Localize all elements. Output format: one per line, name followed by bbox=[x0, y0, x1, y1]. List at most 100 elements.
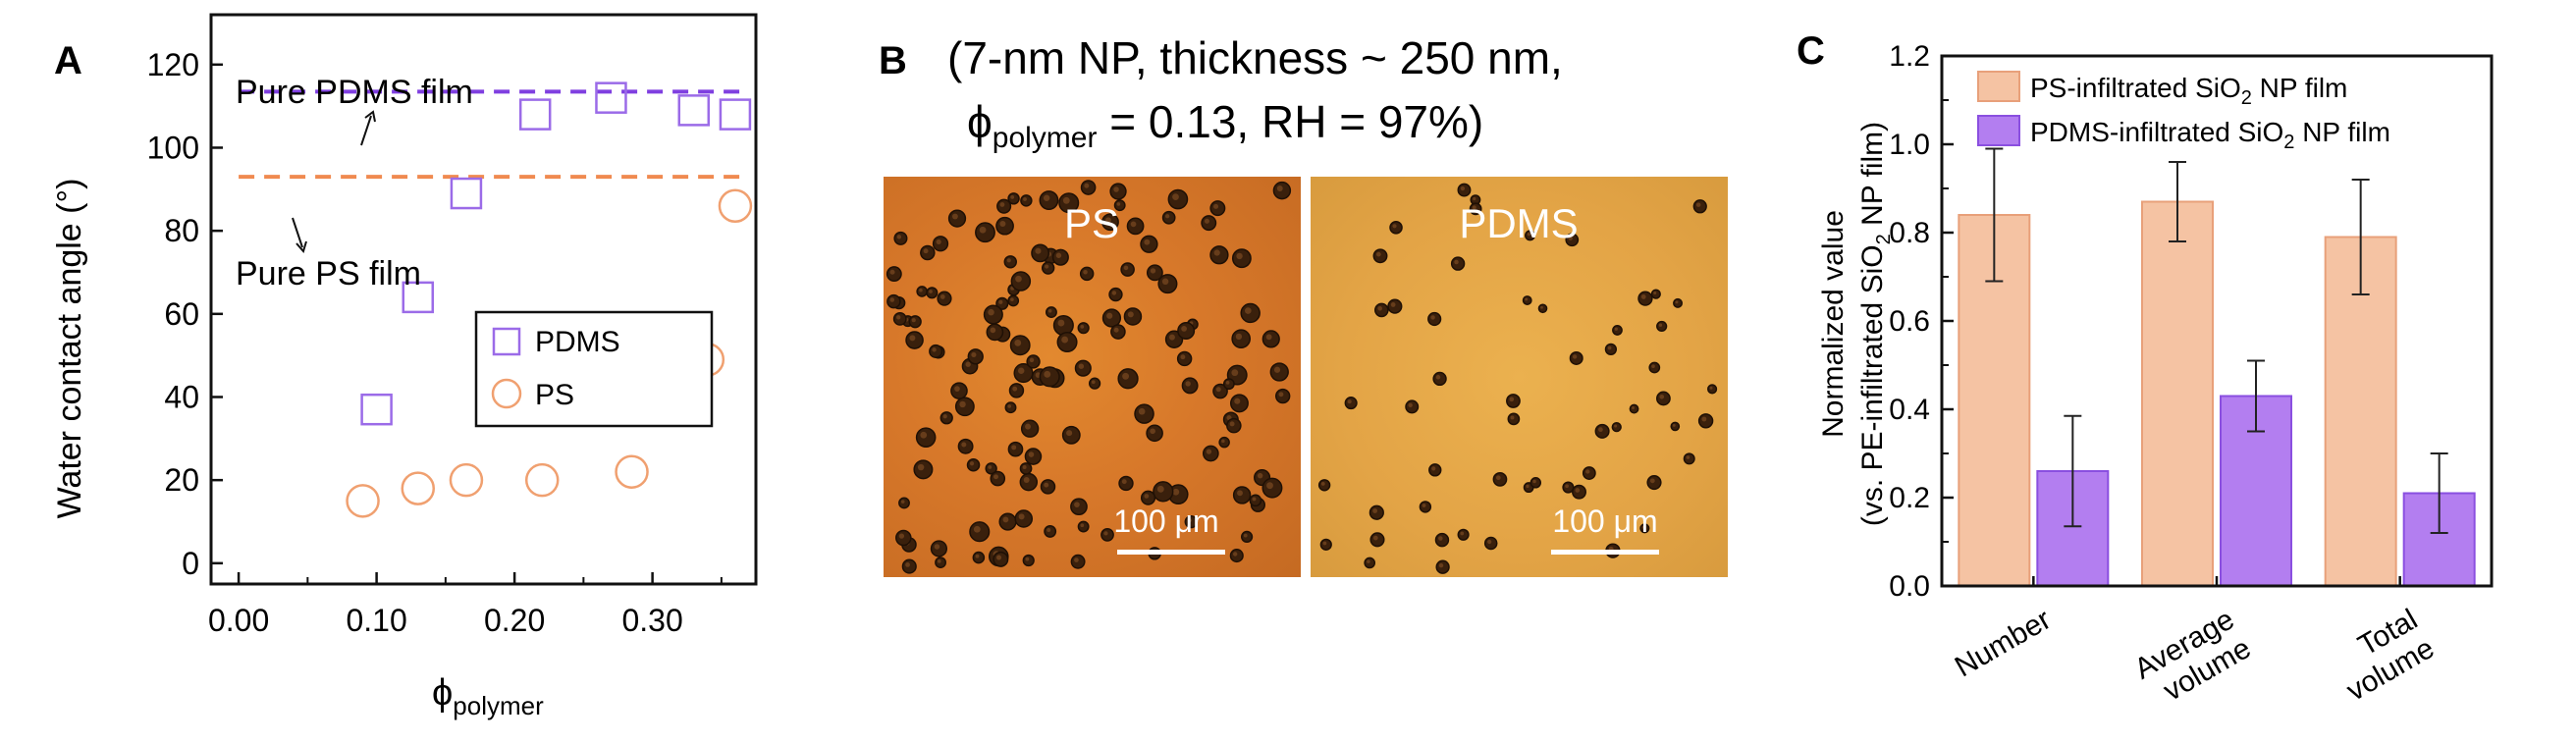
ps-droplet bbox=[929, 344, 943, 358]
ps-droplet bbox=[1201, 215, 1217, 232]
ps-droplet-highlight bbox=[932, 347, 937, 352]
ps-droplet bbox=[1052, 314, 1074, 337]
pdms-droplet-highlight bbox=[1347, 399, 1352, 404]
ps-droplet bbox=[886, 266, 902, 283]
pdms-droplet-highlight bbox=[1526, 484, 1530, 489]
ps-droplet bbox=[966, 457, 981, 472]
pdms-droplet-highlight bbox=[1701, 416, 1707, 422]
pdms-droplet bbox=[1670, 421, 1681, 432]
pdms-droplet bbox=[1673, 297, 1684, 308]
pdms-droplet-highlight bbox=[1540, 305, 1543, 309]
ps-droplet bbox=[1120, 262, 1135, 277]
pdms-droplet bbox=[1572, 484, 1586, 500]
y-axis-label-line2: (vs. PE-infiltrated SiO2 NP film) bbox=[1856, 122, 1895, 526]
ps-droplet-highlight bbox=[1213, 249, 1220, 256]
ps-droplet bbox=[1013, 363, 1034, 384]
ps-droplet-highlight bbox=[919, 288, 923, 292]
pdms-droplet-highlight bbox=[1672, 423, 1676, 427]
pdms-droplet-highlight bbox=[1640, 293, 1646, 299]
ps-droplet bbox=[969, 521, 991, 543]
y-tick-label: 0.0 bbox=[1889, 570, 1930, 603]
ps-droplet bbox=[1249, 494, 1262, 507]
ps-droplet bbox=[1209, 200, 1226, 217]
data-point-pdms bbox=[518, 98, 552, 131]
ps-droplet bbox=[1231, 248, 1252, 269]
ps-droplet-highlight bbox=[988, 308, 994, 316]
ps-droplet bbox=[996, 198, 1012, 214]
pdms-droplet bbox=[1483, 536, 1498, 551]
data-point-pdms bbox=[360, 393, 393, 426]
ps-droplet-highlight bbox=[929, 290, 933, 293]
pdms-droplet-highlight bbox=[1565, 484, 1569, 489]
ps-droplet-highlight bbox=[1023, 477, 1030, 483]
data-point-ps bbox=[401, 471, 436, 505]
ps-droplet bbox=[1177, 321, 1196, 340]
pdms-droplet-highlight bbox=[1390, 302, 1396, 307]
ps-droplet-highlight bbox=[1144, 239, 1151, 245]
pdms-droplet-highlight bbox=[1367, 559, 1370, 563]
ps-droplet bbox=[935, 557, 946, 569]
scatter-chart: A 0 20 40 60 80 100 120 0.00 0.10 0.20 0.30 PDMS P… bbox=[51, 13, 758, 720]
ps-droplet bbox=[886, 293, 901, 309]
ps-droplet bbox=[1019, 472, 1039, 492]
pdms-droplet-highlight bbox=[1375, 251, 1381, 257]
y-tick-label: 120 bbox=[147, 47, 199, 82]
pdms-droplet-highlight bbox=[1438, 562, 1444, 568]
legend-entry-pdms: PDMS bbox=[535, 326, 620, 358]
pdms-droplet bbox=[1707, 384, 1718, 395]
legend-circle-marker bbox=[491, 378, 522, 409]
legend-swatch-pdms bbox=[1977, 115, 2020, 146]
pdms-droplet bbox=[1594, 423, 1610, 439]
pdms-droplet-highlight bbox=[1649, 478, 1655, 484]
pdms-droplet-highlight bbox=[1408, 402, 1413, 408]
ps-droplet-highlight bbox=[1138, 407, 1146, 415]
ps-droplet-highlight bbox=[1062, 196, 1070, 204]
ps-droplet bbox=[1146, 424, 1163, 443]
panel-c-label: C bbox=[1797, 29, 1825, 73]
pdms-droplet-highlight bbox=[1460, 186, 1466, 191]
ps-droplet bbox=[1008, 383, 1025, 398]
ps-droplet bbox=[915, 427, 937, 448]
ps-droplet-highlight bbox=[1116, 202, 1121, 206]
ps-droplet-highlight bbox=[975, 554, 980, 558]
pdms-droplet-highlight bbox=[1532, 479, 1536, 484]
ps-droplet-highlight bbox=[1010, 297, 1014, 301]
pdms-droplet bbox=[1530, 477, 1542, 489]
ps-droplet bbox=[1003, 255, 1017, 269]
ps-droplet bbox=[1101, 213, 1119, 232]
pdms-droplet-highlight bbox=[1392, 224, 1397, 229]
ps-droplet bbox=[1123, 307, 1143, 326]
ps-droplet-highlight bbox=[1010, 195, 1015, 199]
bar-ps bbox=[2141, 200, 2214, 587]
pdms-droplet-highlight bbox=[1473, 196, 1476, 201]
ps-droplet bbox=[1024, 448, 1043, 465]
ps-droplet-highlight bbox=[1243, 533, 1248, 538]
pdms-droplet bbox=[1507, 412, 1521, 426]
pdms-droplet bbox=[1612, 325, 1623, 336]
ps-droplet-highlight bbox=[1156, 485, 1164, 493]
ps-droplet bbox=[1146, 264, 1163, 282]
legend: PDMS PS bbox=[474, 310, 714, 428]
ps-droplet-highlight bbox=[1105, 217, 1111, 224]
pdms-droplet-highlight bbox=[1659, 394, 1665, 399]
pdms-droplet bbox=[1428, 463, 1442, 477]
ps-droplet-highlight bbox=[1022, 465, 1027, 469]
pdms-droplet bbox=[1435, 559, 1450, 574]
pdms-droplet-highlight bbox=[1510, 415, 1515, 420]
ps-droplet bbox=[1140, 235, 1158, 253]
ps-droplet-highlight bbox=[1204, 218, 1209, 224]
ps-droplet-highlight bbox=[993, 474, 998, 480]
ps-droplet-highlight bbox=[1028, 451, 1035, 457]
ps-droplet-highlight bbox=[1006, 258, 1011, 263]
ps-droplet bbox=[1009, 335, 1031, 356]
ps-droplet-highlight bbox=[1231, 369, 1239, 377]
pdms-droplet-highlight bbox=[1435, 375, 1441, 380]
pdms-droplet-highlight bbox=[1695, 202, 1701, 207]
ps-droplet bbox=[1184, 515, 1198, 529]
pdms-droplet-highlight bbox=[1430, 315, 1435, 320]
ps-droplet-highlight bbox=[1232, 552, 1238, 557]
ps-droplet bbox=[990, 470, 1006, 487]
ps-droplet-highlight bbox=[1014, 339, 1022, 346]
ps-droplet bbox=[1275, 388, 1291, 404]
legend: PS-infiltrated SiO2 NP film PDMS-infiltr… bbox=[1977, 71, 2390, 153]
